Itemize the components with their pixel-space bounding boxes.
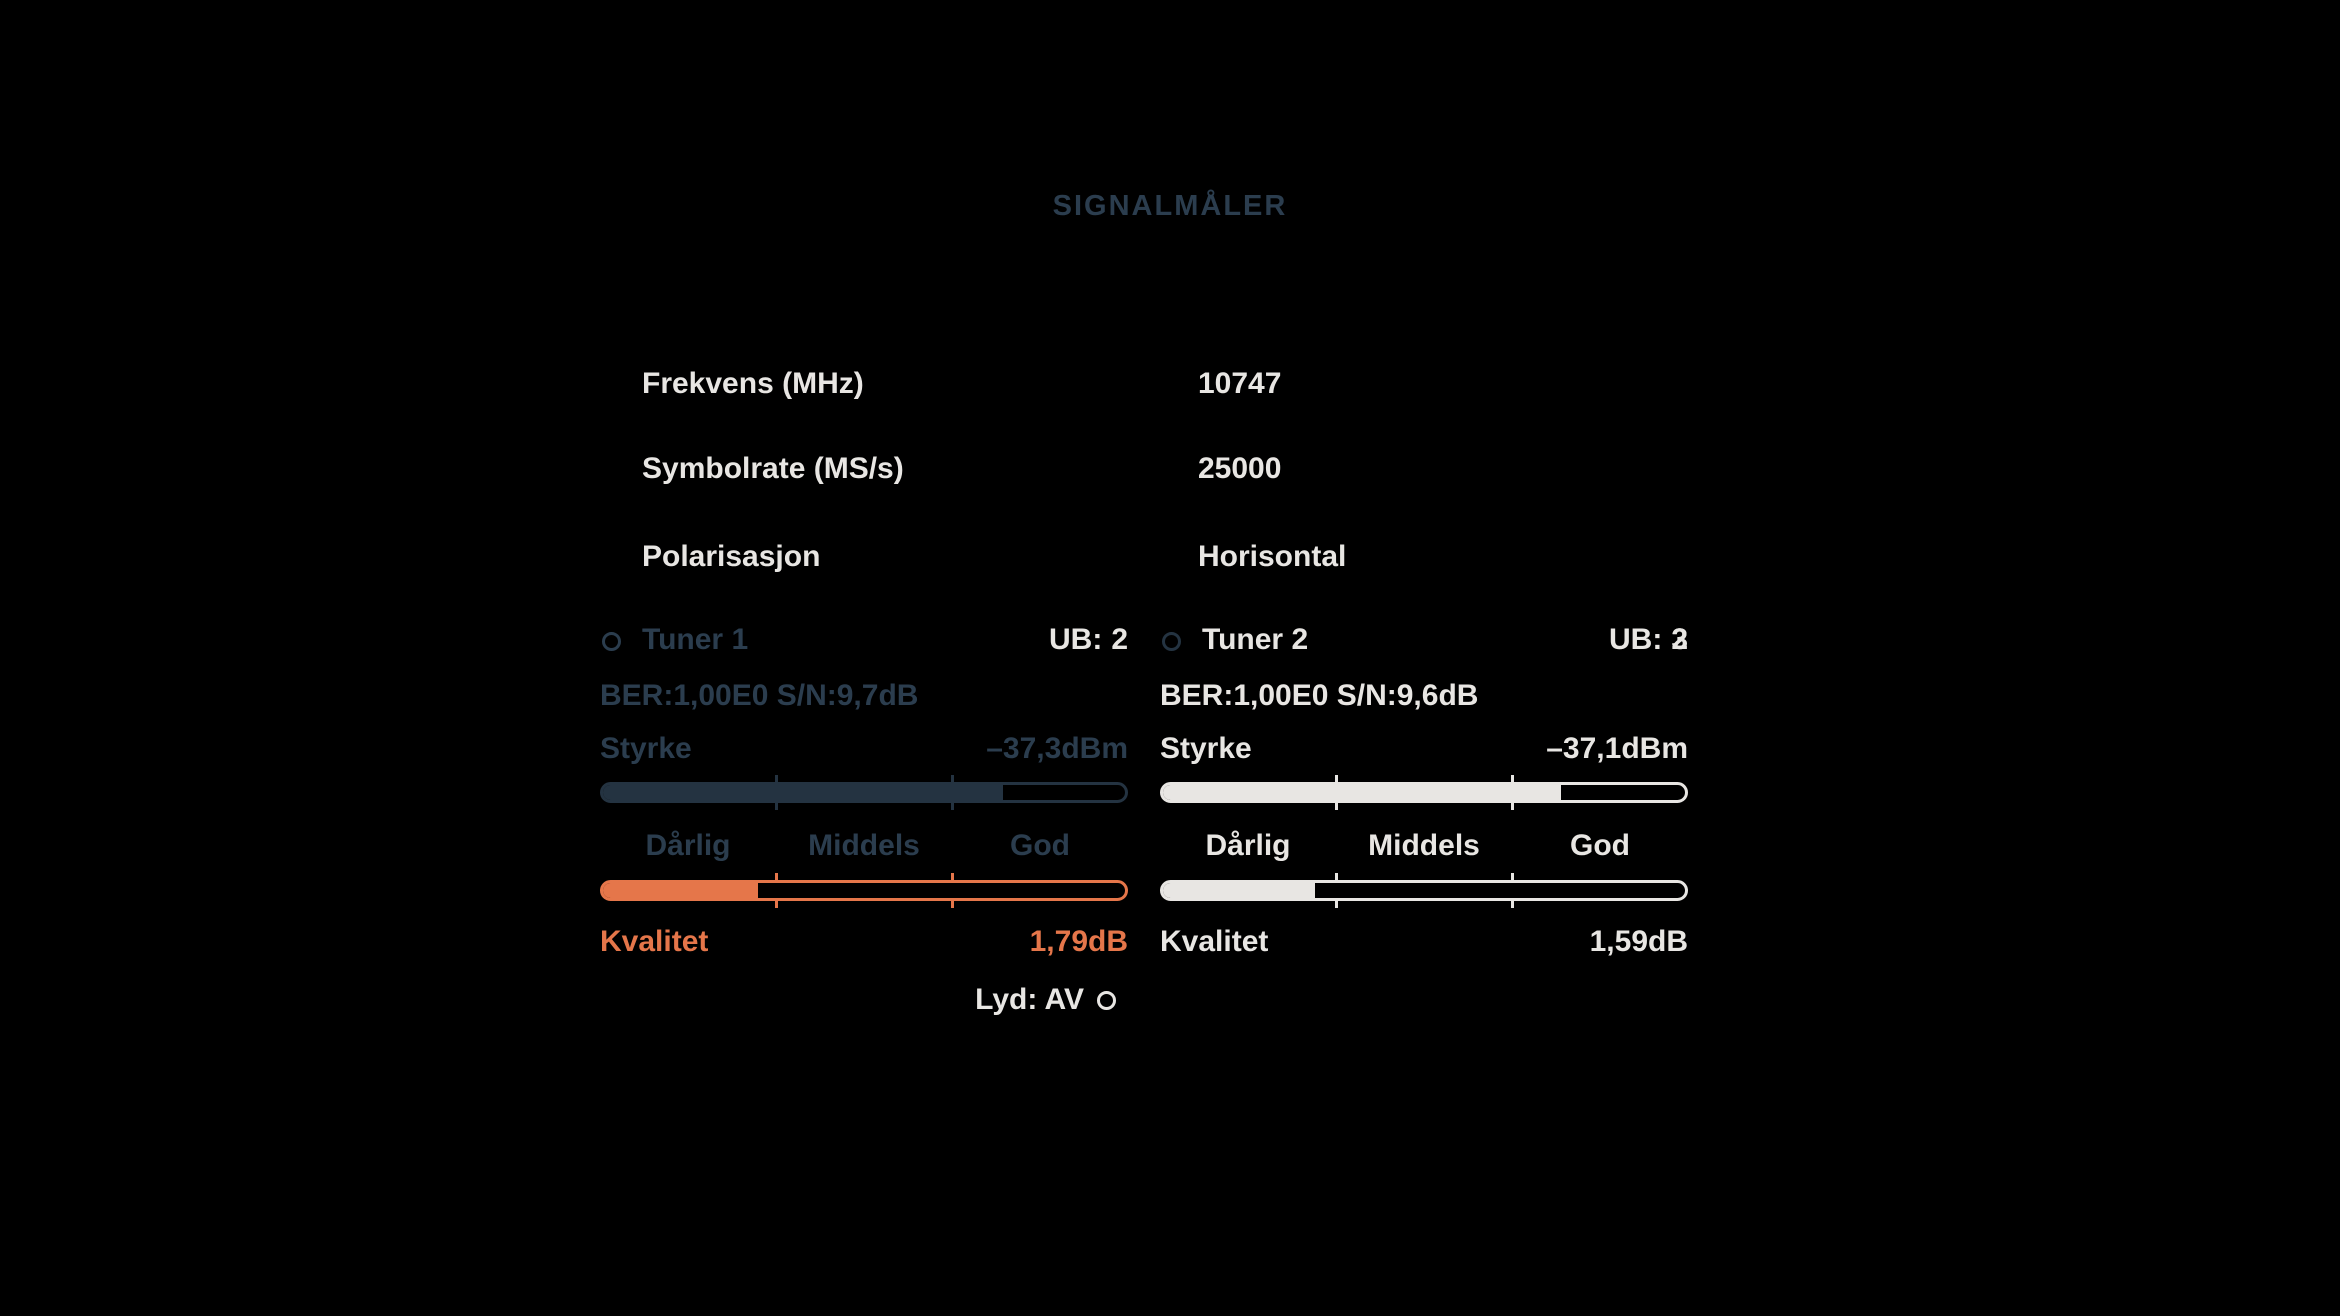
quality-value: 1,59dB	[1589, 925, 1688, 958]
tuner-2-panel: Tuner 2 UB: 3 2 BER:1,00E0 S/N:9,6dB Styrk…	[1160, 618, 1688, 1038]
scale-label-poor: Dårlig	[1205, 829, 1291, 862]
strength-value: –37,3dBm	[986, 732, 1128, 765]
strength-value: –37,1dBm	[1546, 732, 1688, 765]
info-row-symbolrate: Symbolrate (MS/s) 25000	[0, 451, 2340, 487]
tuner-1-quality-scale: Dårlig Middels God	[600, 828, 1128, 864]
strength-bar-frame	[600, 782, 1128, 803]
quality-bar-frame	[1160, 880, 1688, 901]
info-row-frequency: Frekvens (MHz) 10747	[0, 366, 2340, 402]
strength-bar-fill	[1163, 785, 1562, 800]
quality-bar-fill	[603, 883, 759, 898]
polarisation-value[interactable]: Horisontal	[1198, 540, 1347, 573]
tuner-2-header: Tuner 2 UB: 3 2	[1160, 622, 1688, 658]
tuner-2-quality-scale: Dårlig Middels God	[1160, 828, 1688, 864]
tuner-2-ber-snr: BER:1,00E0 S/N:9,6dB	[1160, 679, 1479, 712]
quality-value: 1,79dB	[1029, 925, 1128, 958]
scale-label-medium: Middels	[1368, 829, 1480, 862]
tuner-1-panel: Tuner 1 UB: 2 BER:1,00E0 S/N:9,7dB Styrke…	[600, 618, 1128, 1038]
ub-label: UB:	[1608, 623, 1663, 656]
quality-label: Kvalitet	[600, 925, 709, 958]
tuner-2-radio-icon[interactable]	[1162, 632, 1181, 651]
audio-row: Lyd: AV	[975, 982, 1116, 1018]
ub-value: 3	[1671, 623, 1688, 656]
ub-value-overlay: 2	[1671, 623, 1688, 656]
tuner-1-name: Tuner 1	[642, 623, 749, 656]
symbolrate-value[interactable]: 25000	[1198, 452, 1282, 485]
quality-label: Kvalitet	[1160, 925, 1269, 958]
ub-value: 2	[1111, 623, 1128, 656]
tuner-1-quality-bar	[600, 873, 1128, 908]
tuner-1-strength-row: Styrke –37,3dBm	[600, 731, 1128, 767]
tuner-1-quality-row: Kvalitet 1,79dB	[600, 924, 1128, 960]
strength-bar-fill	[603, 785, 1004, 800]
scale-label-poor: Dårlig	[645, 829, 731, 862]
tuner-1-ber-snr: BER:1,00E0 S/N:9,7dB	[600, 679, 919, 712]
polarisation-label: Polarisasjon	[642, 540, 821, 573]
tuner-2-strength-row: Styrke –37,1dBm	[1160, 731, 1688, 767]
strength-label: Styrke	[1160, 732, 1252, 765]
page-title: SIGNALMÅLER	[1052, 190, 1288, 222]
frequency-value[interactable]: 10747	[1198, 367, 1282, 400]
strength-label: Styrke	[600, 732, 692, 765]
tuner-1-radio-icon[interactable]	[602, 632, 621, 651]
tuner-2-quality-bar	[1160, 873, 1688, 908]
scale-label-good: God	[1010, 829, 1070, 862]
frequency-label: Frekvens (MHz)	[642, 367, 864, 400]
tuner-1-strength-bar	[600, 775, 1128, 810]
info-row-polarisation: Polarisasjon Horisontal	[0, 539, 2340, 575]
tuner-2-strength-bar	[1160, 775, 1688, 810]
ub-label: UB:	[1048, 623, 1103, 656]
tuner-1-ub: UB: 2	[1049, 622, 1128, 658]
quality-bar-fill	[1163, 883, 1316, 898]
symbolrate-label: Symbolrate (MS/s)	[642, 452, 904, 485]
scale-label-medium: Middels	[808, 829, 920, 862]
strength-bar-frame	[1160, 782, 1688, 803]
audio-toggle-icon[interactable]	[1097, 991, 1116, 1010]
tuner-2-name: Tuner 2	[1202, 623, 1309, 656]
audio-status-label: Lyd: AV	[975, 983, 1084, 1016]
tuner-2-quality-row: Kvalitet 1,59dB	[1160, 924, 1688, 960]
quality-bar-frame	[600, 880, 1128, 901]
tuner-1-header: Tuner 1 UB: 2	[600, 622, 1128, 658]
tuner-2-ub: UB: 3 2	[1609, 622, 1688, 658]
scale-label-good: God	[1570, 829, 1630, 862]
